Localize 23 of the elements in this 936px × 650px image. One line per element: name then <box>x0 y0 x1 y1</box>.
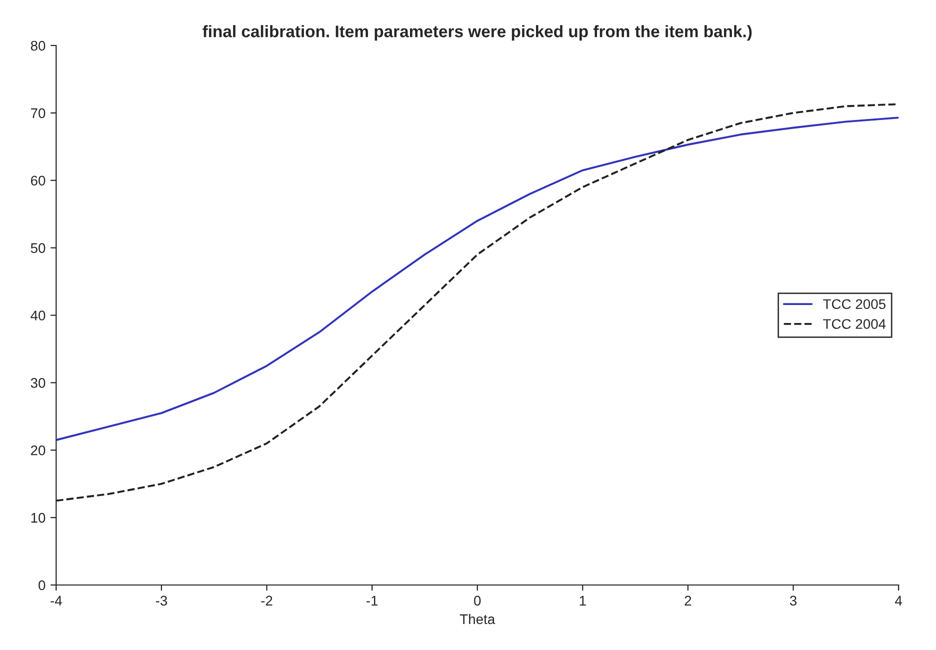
y-tick-label: 0 <box>38 580 46 590</box>
x-tick-label: 0 <box>474 596 481 606</box>
x-tick-label: -2 <box>261 596 272 606</box>
legend-label: TCC 2004 <box>823 319 886 329</box>
y-tick-label: 60 <box>31 176 46 186</box>
y-tick-label: 40 <box>30 310 46 320</box>
x-tick-label: -1 <box>366 596 378 606</box>
y-tick-label: 10 <box>31 512 46 523</box>
x-tick-label: 2 <box>684 596 692 606</box>
line-series <box>56 116 899 441</box>
x-tick-label: 1 <box>580 596 586 606</box>
chart-title: final calibration. Item parameters were picked up from the item bank.) <box>202 25 752 41</box>
x-axis-title: Theta <box>460 614 496 624</box>
y-tick-label: 70 <box>31 108 46 118</box>
y-tick-label: 50 <box>30 243 46 253</box>
y-tick-label: 80 <box>30 40 46 51</box>
y-tick-label: 20 <box>30 445 46 456</box>
y-tick-label: 30 <box>30 378 46 388</box>
x-tick-label: -4 <box>50 596 62 606</box>
legend-label: TCC 2005 <box>823 299 886 310</box>
x-tick-label: 3 <box>790 596 797 606</box>
x-tick-label: 4 <box>895 596 902 606</box>
x-tick-label: -3 <box>156 596 168 606</box>
